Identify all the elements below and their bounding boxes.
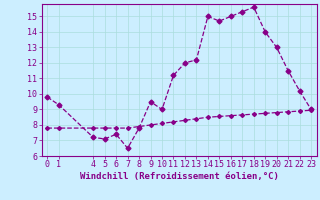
X-axis label: Windchill (Refroidissement éolien,°C): Windchill (Refroidissement éolien,°C) bbox=[80, 172, 279, 181]
